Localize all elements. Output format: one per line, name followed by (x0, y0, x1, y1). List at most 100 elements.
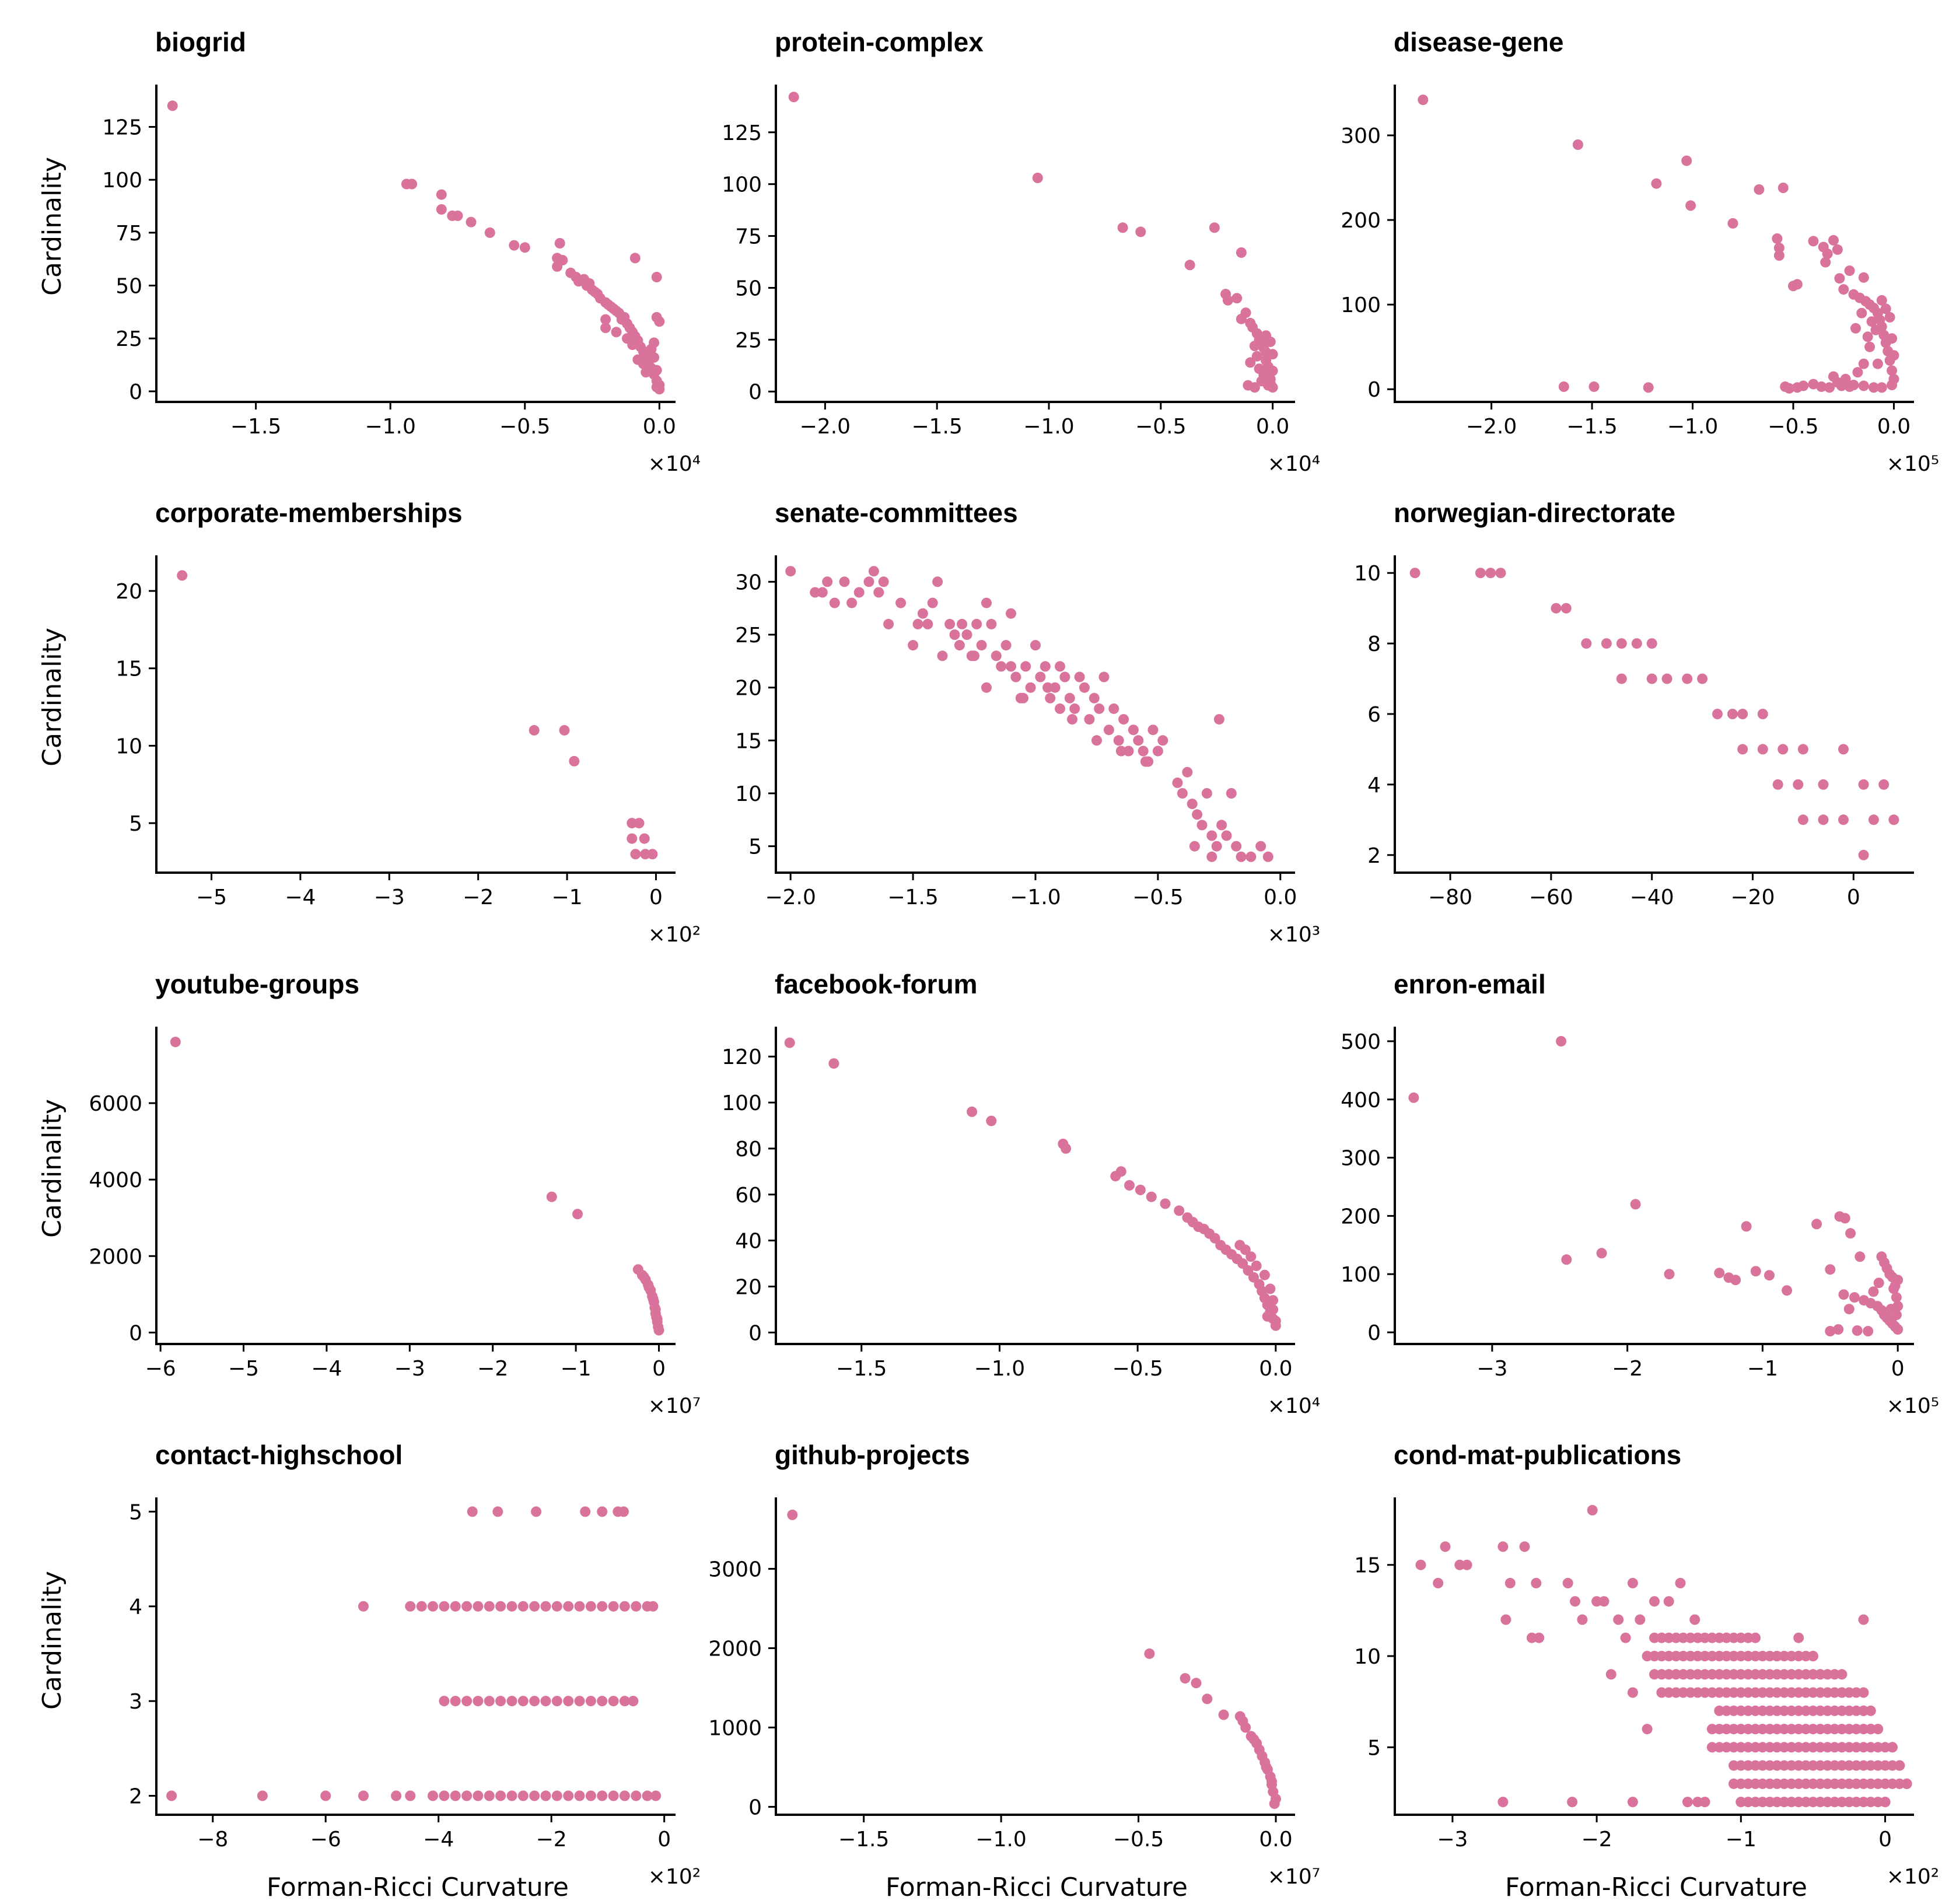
data-point (320, 1790, 331, 1801)
x-tick-label: −3 (394, 1357, 425, 1381)
data-point (1737, 744, 1748, 755)
data-point (1757, 1651, 1768, 1661)
y-tick-label: 20 (116, 580, 142, 604)
data-point (1261, 330, 1272, 341)
data-point (1184, 260, 1195, 271)
data-point (574, 1696, 585, 1707)
data-point (1807, 1705, 1818, 1716)
data-point (1852, 1325, 1863, 1336)
data-point (1025, 682, 1036, 693)
y-tick-label: 8 (1367, 632, 1381, 656)
data-point (1850, 323, 1861, 334)
data-point (1876, 1251, 1887, 1262)
data-point (407, 178, 418, 190)
data-point (1266, 1776, 1277, 1787)
data-point (1245, 357, 1256, 368)
data-point (1843, 1687, 1854, 1698)
data-point (1714, 1724, 1725, 1735)
data-point (1807, 1760, 1818, 1771)
data-point (1558, 381, 1569, 392)
data-point (358, 1601, 369, 1612)
data-point (1596, 1248, 1607, 1259)
data-point (1663, 1669, 1674, 1680)
data-point (1728, 1632, 1739, 1643)
data-point (643, 1282, 655, 1293)
data-point (1699, 1797, 1710, 1808)
data-point (1714, 1687, 1725, 1698)
data-point (1815, 1669, 1826, 1680)
panel-protein-complex: protein-complex −2.0 −1.5 −1.0 −0.5 0.0 0 25 50 7… (722, 27, 1320, 476)
data-point (1714, 1268, 1725, 1279)
data-point (1825, 1264, 1836, 1275)
data-point (1045, 692, 1056, 704)
data-point (585, 1601, 596, 1612)
data-point (971, 618, 982, 629)
y-tick-label: 100 (1341, 1263, 1381, 1287)
x-tick-label: −1.0 (365, 415, 415, 439)
data-point (1808, 379, 1819, 390)
data-point (1728, 1724, 1739, 1735)
data-point (1851, 1742, 1862, 1753)
data-point (1699, 1651, 1710, 1661)
data-point (895, 597, 907, 608)
data-point (1780, 381, 1791, 392)
data-point (653, 1325, 664, 1336)
data-point (1642, 1651, 1653, 1661)
data-point (1764, 1724, 1775, 1735)
data-point (1884, 312, 1895, 323)
data-point (170, 1037, 181, 1048)
data-point (619, 1601, 630, 1612)
x-axis-exponent: ×10² (648, 1865, 701, 1889)
data-point (1888, 1283, 1899, 1294)
data-point (1786, 1651, 1797, 1661)
panel-title-youtube-groups: youtube-groups (155, 969, 359, 999)
data-point (1836, 1724, 1847, 1735)
data-point (1735, 1778, 1747, 1789)
data-point (1742, 1705, 1754, 1716)
x-tick-label: −2.0 (765, 886, 816, 909)
data-point (1598, 1596, 1609, 1607)
data-point (1764, 1778, 1775, 1789)
data-point (580, 1506, 591, 1517)
data-point (817, 587, 828, 598)
data-point (1807, 1687, 1818, 1698)
panel-contact-highschool: contact-highschool −8 −6 −4 −2 0 2 3 4 5 ×10² (129, 1440, 701, 1889)
data-point (1692, 1632, 1703, 1643)
data-point (1144, 1648, 1155, 1659)
data-point (1838, 744, 1849, 755)
x-tick-label: 0 (649, 886, 663, 909)
data-point (631, 1790, 642, 1801)
data-point (927, 597, 938, 608)
data-point (634, 818, 645, 829)
data-point (1858, 1778, 1869, 1789)
data-point (1124, 1180, 1135, 1191)
data-point (1742, 1742, 1754, 1753)
data-point (1627, 1577, 1638, 1588)
x-tick-label: 0 (652, 1357, 666, 1381)
data-point (1864, 341, 1875, 352)
data-point (1714, 1742, 1725, 1753)
data-point (1032, 173, 1043, 183)
data-point (1251, 351, 1262, 362)
data-point (563, 1601, 574, 1612)
x-tick-label: −2 (536, 1828, 567, 1852)
data-point (506, 1601, 517, 1612)
data-point (1797, 814, 1808, 825)
data-point (1084, 714, 1095, 725)
data-point (641, 367, 652, 378)
data-point (1249, 341, 1260, 351)
data-point (1800, 1651, 1811, 1661)
data-point (1742, 1632, 1754, 1643)
data-point (1865, 1724, 1876, 1735)
data-point (1791, 382, 1803, 393)
data-point (1649, 1632, 1660, 1643)
x-tick-label: −0.5 (499, 415, 550, 439)
data-point (1689, 1614, 1700, 1625)
data-point (1699, 1632, 1710, 1643)
data-point (1757, 1760, 1768, 1771)
x-tick-label: −3 (1437, 1828, 1468, 1852)
data-point (1663, 1651, 1674, 1661)
data-point (1851, 1687, 1862, 1698)
data-point (608, 1696, 619, 1707)
data-point (1878, 779, 1889, 790)
